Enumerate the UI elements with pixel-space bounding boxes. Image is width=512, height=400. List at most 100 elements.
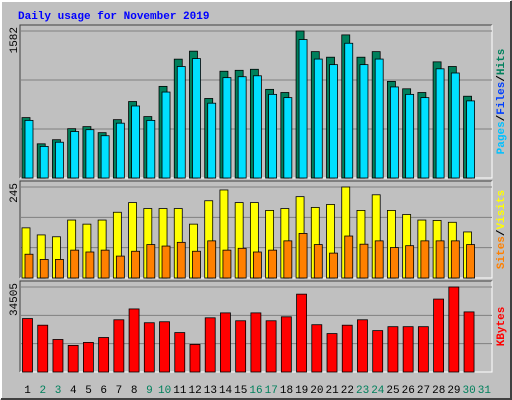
x-tick-label: 20 — [310, 385, 323, 397]
bar — [466, 100, 475, 179]
bar — [204, 317, 216, 373]
x-tick-label: 18 — [280, 385, 293, 397]
bar — [341, 324, 353, 373]
bar — [220, 312, 231, 373]
side-label-part: Pages — [496, 121, 508, 154]
bar — [372, 330, 384, 373]
bar — [435, 68, 445, 179]
x-tick-label: 2 — [40, 385, 47, 397]
bar — [344, 235, 354, 279]
bar — [466, 244, 475, 279]
bar — [100, 135, 110, 179]
bar — [252, 251, 262, 279]
bar — [298, 233, 308, 279]
bar — [222, 77, 232, 179]
chart-title: Daily usage for November 2019 — [18, 11, 209, 23]
bar — [283, 97, 293, 179]
bar — [344, 42, 354, 179]
y-tick-label: 245 — [9, 183, 21, 203]
bar — [390, 86, 399, 179]
bar — [192, 250, 201, 279]
y-tick-label: 34505 — [9, 283, 21, 316]
x-tick-label: 8 — [131, 385, 138, 397]
bar — [268, 249, 278, 279]
bar — [402, 326, 414, 373]
bar — [268, 93, 278, 179]
bar — [192, 58, 201, 179]
bar — [131, 105, 140, 179]
bar — [222, 249, 232, 279]
bar — [235, 320, 247, 373]
x-tick-label: 25 — [386, 385, 399, 397]
bar — [37, 324, 49, 373]
bar — [55, 141, 64, 179]
x-tick-label: 16 — [249, 385, 262, 397]
bar — [39, 259, 49, 279]
x-tick-label: 6 — [100, 385, 107, 397]
bar — [405, 245, 415, 279]
bar — [159, 321, 170, 373]
bar — [329, 64, 338, 179]
bar — [161, 245, 171, 279]
x-tick-label: 19 — [295, 385, 308, 397]
side-label-part: KBytes — [496, 307, 508, 347]
bar — [189, 344, 201, 373]
x-tick-label: 7 — [116, 385, 123, 397]
bar — [85, 129, 95, 179]
x-tick-label: 14 — [219, 385, 233, 397]
x-tick-label: 13 — [204, 385, 217, 397]
x-tick-label: 27 — [417, 385, 430, 397]
x-tick-label: 10 — [158, 385, 171, 397]
x-tick-label: 26 — [402, 385, 415, 397]
bar — [39, 146, 49, 179]
side-label-separator: / — [496, 229, 508, 236]
bar — [374, 58, 384, 179]
side-label-part: Files — [496, 82, 508, 115]
bar — [67, 344, 79, 373]
bar — [359, 64, 369, 179]
y-tick-label: 1582 — [9, 27, 21, 53]
bar — [237, 76, 247, 179]
bar — [420, 240, 430, 279]
plot-bevel — [19, 24, 492, 178]
bar — [85, 251, 95, 279]
bar — [357, 319, 368, 373]
bar — [176, 66, 186, 179]
x-tick-label: 21 — [326, 385, 340, 397]
side-label: Sites/Visits — [496, 190, 508, 269]
bar — [463, 311, 475, 373]
bar — [237, 247, 247, 279]
bar — [298, 39, 308, 179]
bar — [115, 122, 125, 179]
bar — [98, 337, 110, 373]
bar — [146, 244, 156, 279]
x-tick-label: 22 — [341, 385, 354, 397]
bar — [207, 102, 217, 179]
x-tick-label: 5 — [85, 385, 92, 397]
x-tick-label: 4 — [70, 385, 77, 397]
bar — [390, 247, 399, 279]
bar — [24, 253, 34, 279]
bar — [131, 250, 140, 279]
x-tick-label: 15 — [234, 385, 247, 397]
bar — [252, 75, 262, 179]
bar — [100, 249, 110, 279]
bar — [280, 316, 292, 373]
side-label-part: Hits — [496, 49, 508, 75]
bar — [174, 332, 186, 373]
x-tick-label: 31 — [478, 385, 492, 397]
bar — [405, 93, 415, 179]
side-label-separator: / — [496, 75, 508, 82]
x-tick-label: 28 — [432, 385, 445, 397]
bar — [387, 326, 399, 373]
side-label-part: Sites — [496, 236, 508, 269]
x-tick-label: 23 — [356, 385, 369, 397]
bar — [176, 241, 186, 279]
bar — [128, 308, 140, 373]
bar — [146, 119, 156, 179]
x-tick-label: 11 — [173, 385, 187, 397]
x-tick-label: 30 — [463, 385, 476, 397]
